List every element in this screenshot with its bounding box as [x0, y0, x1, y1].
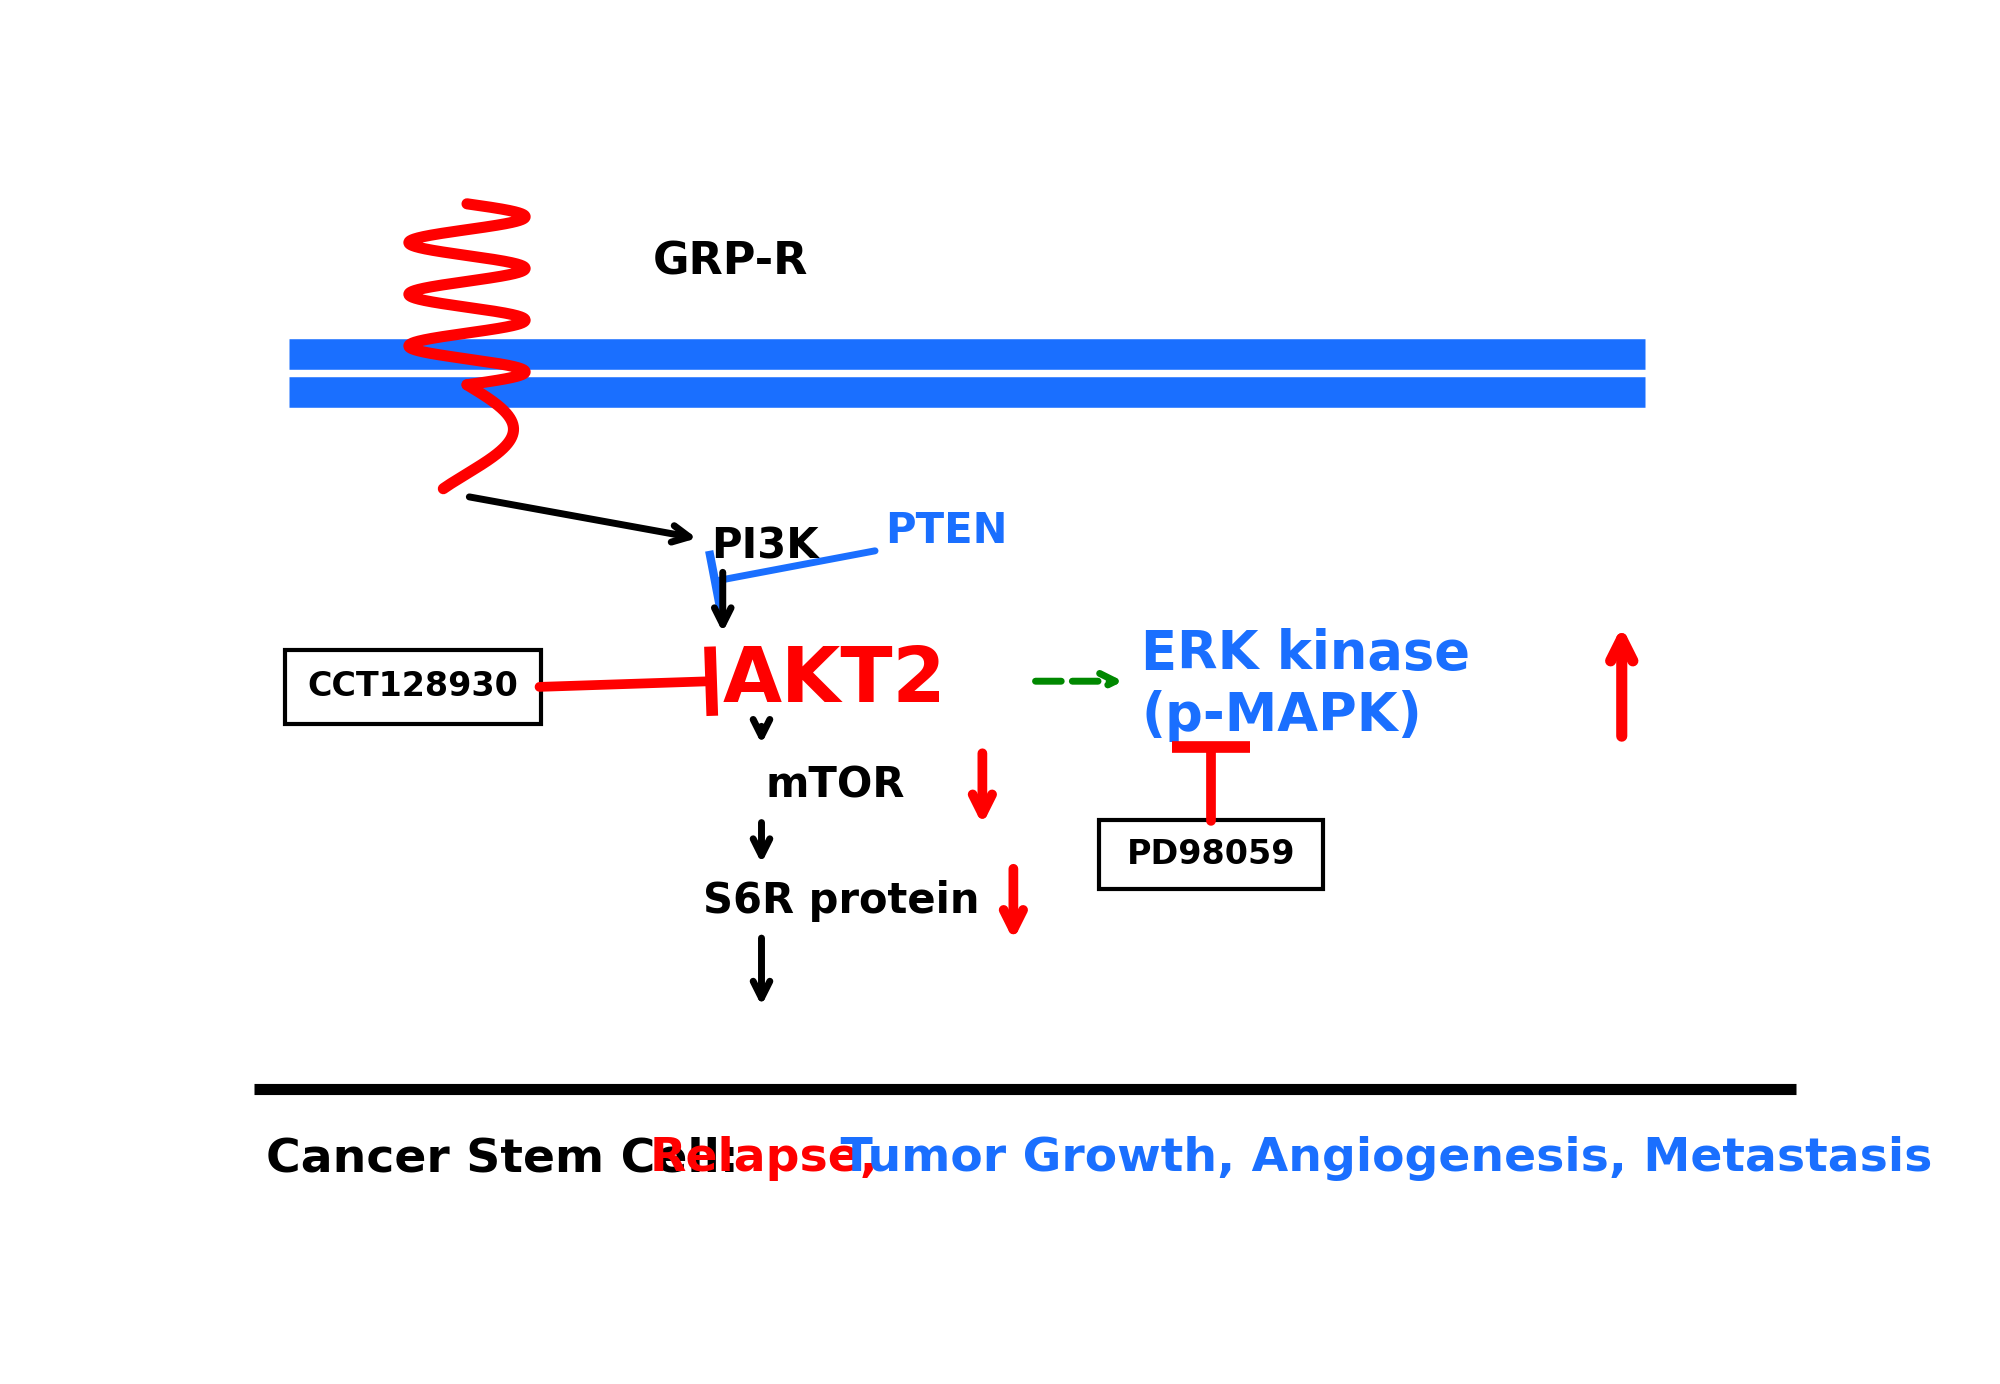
Text: (p-MAPK): (p-MAPK) [1142, 689, 1422, 742]
Text: Tumor Growth, Angiogenesis, Metastasis: Tumor Growth, Angiogenesis, Metastasis [824, 1136, 1932, 1181]
Text: Relapse,: Relapse, [650, 1136, 878, 1181]
Text: GRP-R: GRP-R [652, 239, 808, 284]
Text: mTOR: mTOR [766, 764, 904, 805]
Text: PI3K: PI3K [712, 526, 818, 567]
Text: ERK kinase: ERK kinase [1142, 628, 1470, 681]
FancyBboxPatch shape [284, 650, 540, 724]
Text: CCT128930: CCT128930 [308, 670, 518, 703]
Text: Cancer Stem Cell:: Cancer Stem Cell: [266, 1136, 754, 1181]
FancyBboxPatch shape [1098, 819, 1324, 889]
Text: PD98059: PD98059 [1126, 837, 1296, 871]
Text: S6R protein: S6R protein [704, 880, 980, 922]
Text: PTEN: PTEN [886, 511, 1008, 552]
Text: AKT2: AKT2 [722, 644, 946, 718]
